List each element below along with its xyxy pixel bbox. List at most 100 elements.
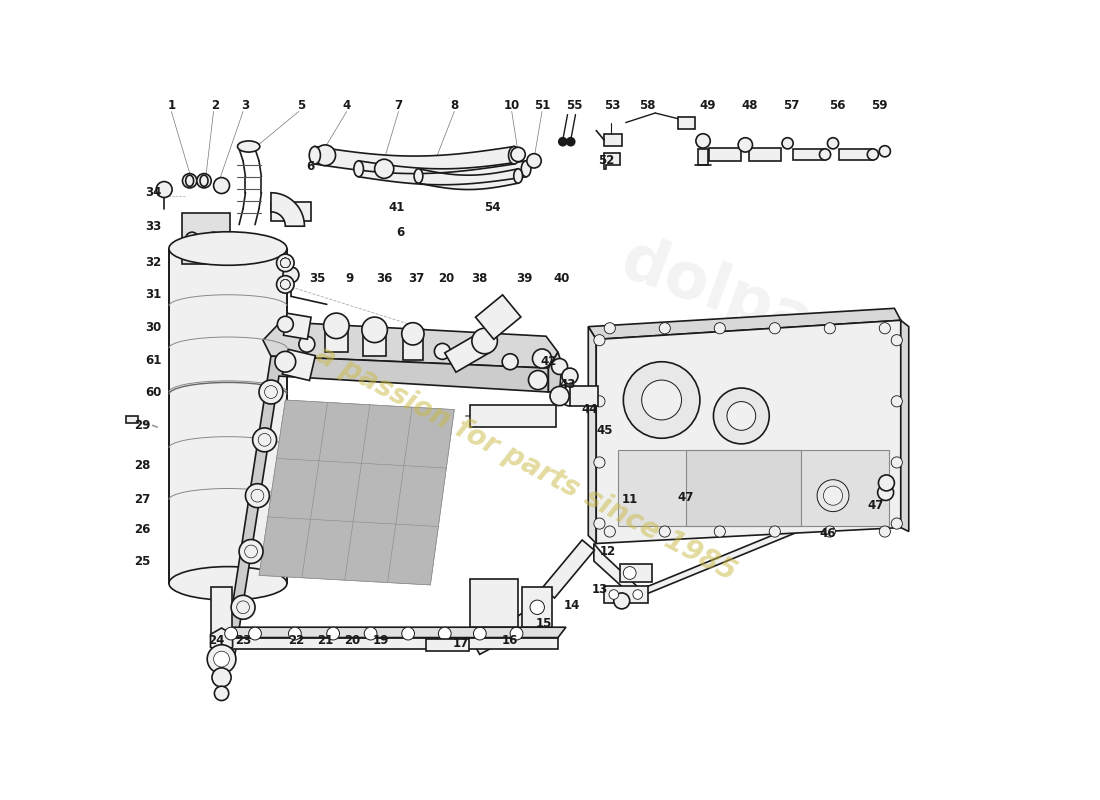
Circle shape [473, 627, 486, 640]
Circle shape [275, 351, 296, 372]
Circle shape [817, 480, 849, 512]
Text: dolpars: dolpars [612, 229, 887, 380]
Circle shape [183, 174, 197, 188]
Circle shape [714, 526, 725, 537]
Polygon shape [901, 320, 909, 531]
Bar [685, 450, 801, 526]
Text: 47: 47 [678, 490, 694, 504]
Polygon shape [471, 405, 557, 427]
Circle shape [696, 134, 711, 148]
Polygon shape [226, 639, 238, 654]
Circle shape [212, 668, 231, 687]
Circle shape [265, 386, 277, 398]
Circle shape [224, 627, 238, 640]
Text: 28: 28 [133, 459, 150, 472]
Circle shape [280, 280, 290, 289]
Circle shape [207, 645, 235, 674]
Text: 55: 55 [565, 98, 582, 111]
Text: 12: 12 [600, 545, 616, 558]
Circle shape [769, 526, 780, 537]
Polygon shape [363, 332, 386, 356]
Text: 56: 56 [828, 98, 845, 111]
Bar [182, 213, 230, 265]
Circle shape [824, 526, 835, 537]
Polygon shape [749, 148, 781, 161]
Circle shape [245, 484, 270, 508]
Text: 22: 22 [288, 634, 305, 647]
Circle shape [820, 149, 830, 160]
Polygon shape [588, 308, 901, 339]
Text: 32: 32 [145, 255, 161, 269]
Text: 21: 21 [317, 634, 333, 647]
Polygon shape [498, 610, 534, 640]
Polygon shape [475, 295, 521, 339]
Text: 20: 20 [438, 272, 454, 286]
Text: 44: 44 [582, 403, 598, 416]
Bar [471, 579, 518, 627]
Circle shape [280, 258, 290, 268]
Circle shape [213, 651, 230, 667]
Ellipse shape [186, 175, 194, 186]
Circle shape [364, 627, 377, 640]
Text: 2: 2 [211, 98, 219, 111]
Text: 14: 14 [564, 599, 581, 612]
Text: 39: 39 [516, 272, 532, 286]
Circle shape [276, 254, 294, 272]
Circle shape [258, 434, 271, 446]
Text: 5: 5 [297, 98, 306, 111]
Circle shape [280, 258, 290, 268]
Text: 52: 52 [597, 154, 614, 167]
Ellipse shape [521, 161, 531, 177]
Text: 13: 13 [592, 583, 607, 596]
Circle shape [366, 339, 383, 355]
Polygon shape [588, 326, 596, 543]
Circle shape [327, 627, 340, 640]
Text: 36: 36 [376, 272, 393, 286]
Text: 41: 41 [388, 201, 405, 214]
Circle shape [503, 354, 518, 370]
Circle shape [280, 280, 290, 289]
Circle shape [213, 178, 230, 194]
Polygon shape [444, 333, 491, 372]
Circle shape [562, 368, 578, 384]
Text: 8: 8 [450, 98, 459, 111]
Text: 45: 45 [596, 424, 613, 437]
Text: 19: 19 [373, 634, 389, 647]
Circle shape [551, 358, 568, 374]
Text: 15: 15 [536, 617, 552, 630]
Circle shape [714, 388, 769, 444]
Circle shape [280, 280, 290, 289]
Circle shape [197, 174, 211, 188]
Circle shape [510, 627, 522, 640]
Circle shape [439, 627, 451, 640]
Circle shape [283, 267, 299, 283]
Circle shape [604, 526, 615, 537]
Circle shape [249, 627, 262, 640]
Circle shape [207, 232, 220, 245]
Circle shape [566, 138, 574, 146]
Circle shape [528, 370, 548, 390]
Text: 24: 24 [209, 634, 224, 647]
Text: 47: 47 [867, 498, 883, 512]
Polygon shape [698, 149, 708, 165]
Circle shape [231, 595, 255, 619]
Circle shape [280, 280, 290, 289]
Ellipse shape [309, 146, 320, 164]
Polygon shape [227, 356, 549, 639]
Text: 30: 30 [145, 321, 161, 334]
Text: 7: 7 [395, 98, 403, 111]
Text: 38: 38 [472, 272, 488, 286]
Circle shape [879, 322, 890, 334]
Circle shape [280, 280, 290, 289]
Text: 17: 17 [452, 637, 469, 650]
Text: a passion for parts since 1985: a passion for parts since 1985 [311, 341, 741, 587]
Text: 59: 59 [871, 98, 888, 111]
Circle shape [510, 147, 526, 162]
Bar [620, 564, 652, 582]
Ellipse shape [238, 141, 260, 152]
Polygon shape [263, 322, 558, 368]
Circle shape [532, 349, 551, 368]
Circle shape [769, 322, 780, 334]
Polygon shape [258, 400, 454, 585]
Circle shape [659, 526, 670, 537]
